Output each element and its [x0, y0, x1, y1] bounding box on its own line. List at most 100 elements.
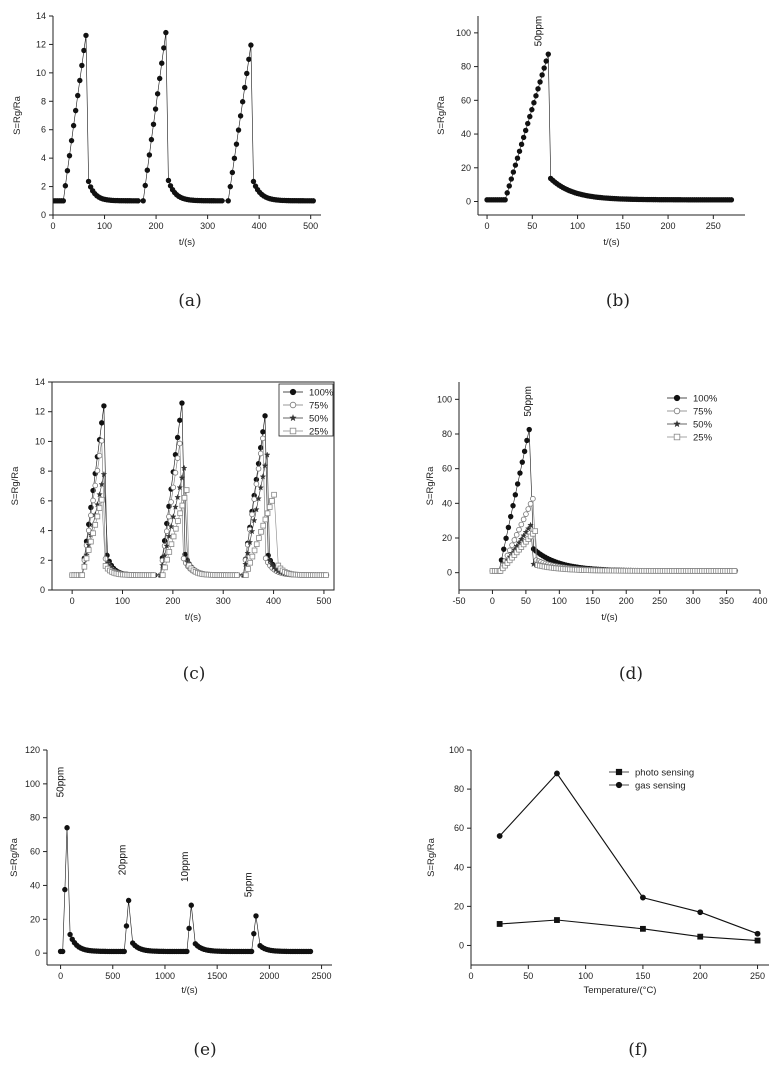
y-tick-label: 8 — [40, 466, 45, 476]
data-point — [540, 73, 545, 78]
x-tick-label: 150 — [615, 221, 630, 231]
legend-label: photo sensing — [635, 768, 694, 779]
annotation-label: 10ppm — [180, 851, 191, 882]
data-point — [93, 483, 98, 488]
plot-area — [497, 771, 760, 943]
chart-panel-d: -50050100150200250300350400020406080100t… — [425, 382, 768, 684]
data-point — [167, 514, 172, 519]
series-75- — [490, 496, 738, 573]
chart-panel-a: 010020030040050002468101214t/(s)S=Rg/Ra(… — [12, 11, 321, 311]
annotation-label: 50ppm — [533, 16, 544, 47]
panel-caption: (d) — [619, 664, 643, 684]
panel-caption: (c) — [183, 664, 206, 684]
data-point — [99, 420, 104, 425]
data-point — [145, 168, 150, 173]
plot-area — [58, 825, 313, 954]
data-point — [256, 536, 261, 541]
y-tick-label: 60 — [461, 95, 471, 105]
data-point — [521, 517, 526, 522]
data-point — [155, 91, 160, 96]
x-tick-label: 1000 — [155, 971, 175, 981]
y-tick-label: 14 — [35, 377, 45, 387]
x-tick-label: 350 — [719, 596, 734, 606]
series-gas-sensing — [497, 771, 760, 936]
data-point — [538, 80, 543, 85]
y-axis-title: S=Rg/Ra — [436, 95, 447, 135]
data-point — [97, 453, 102, 458]
panel-caption: (b) — [606, 291, 630, 311]
data-point — [182, 495, 187, 500]
x-tick-label: 200 — [661, 221, 676, 231]
data-point — [86, 179, 91, 184]
data-point — [251, 518, 256, 523]
data-point — [520, 460, 525, 465]
data-point — [252, 548, 257, 553]
y-tick-label: 40 — [30, 880, 40, 890]
data-point — [698, 934, 703, 939]
data-point — [220, 198, 225, 203]
data-point — [103, 556, 108, 561]
data-point — [525, 121, 530, 126]
data-point — [554, 917, 559, 922]
data-point — [91, 531, 96, 536]
data-point — [524, 512, 529, 517]
data-point — [698, 910, 703, 915]
data-point — [243, 573, 248, 578]
data-point — [234, 573, 239, 578]
data-point — [510, 543, 515, 548]
y-tick-label: 6 — [41, 125, 46, 135]
data-point — [529, 107, 534, 112]
y-tick-label: 80 — [461, 62, 471, 72]
data-point — [84, 33, 89, 38]
series-line — [487, 54, 731, 200]
data-point — [546, 52, 551, 57]
x-tick-label: 200 — [149, 221, 164, 231]
data-point — [151, 573, 156, 578]
y-tick-label: 80 — [30, 813, 40, 823]
y-tick-label: 12 — [35, 407, 45, 417]
data-point — [507, 184, 512, 189]
data-point — [69, 138, 74, 143]
x-tick-label: 200 — [165, 596, 180, 606]
x-tick-label: 150 — [635, 971, 650, 981]
x-tick-label: 150 — [585, 596, 600, 606]
chart-panel-e: 05001000150020002500020406080100120t/(s)… — [9, 745, 332, 1060]
data-point — [169, 542, 174, 547]
data-point — [171, 534, 176, 539]
legend-label: 75% — [309, 401, 329, 412]
x-tick-label: 500 — [316, 596, 331, 606]
data-point — [511, 503, 516, 508]
data-point — [97, 492, 102, 497]
data-point — [272, 492, 277, 497]
data-point — [143, 183, 148, 188]
y-tick-label: 20 — [442, 533, 452, 543]
x-tick-label: 0 — [468, 971, 473, 981]
data-point — [95, 514, 100, 519]
chart-panel-b: 050100150200250020406080100t/(s)S=Rg/Ra5… — [436, 16, 745, 311]
y-tick-label: 0 — [459, 940, 464, 950]
y-tick-label: 120 — [25, 745, 40, 755]
data-point — [77, 78, 82, 83]
x-tick-label: 250 — [750, 971, 765, 981]
data-point — [232, 156, 237, 161]
data-point — [509, 177, 514, 182]
data-point — [324, 573, 329, 578]
data-point — [263, 517, 268, 522]
x-tick-label: 400 — [752, 596, 767, 606]
data-point — [126, 898, 131, 903]
data-point — [248, 560, 253, 565]
data-point — [166, 178, 171, 183]
data-point — [173, 526, 178, 531]
x-tick-label: 100 — [570, 221, 585, 231]
data-point — [93, 522, 98, 527]
data-point — [258, 451, 263, 456]
x-tick-label: 500 — [105, 971, 120, 981]
data-point — [517, 527, 522, 532]
data-point — [91, 498, 96, 503]
data-point — [167, 550, 172, 555]
data-point — [176, 519, 181, 524]
data-point — [189, 903, 194, 908]
data-point — [256, 466, 261, 471]
data-point — [523, 128, 528, 133]
panel-caption: (f) — [628, 1040, 648, 1060]
